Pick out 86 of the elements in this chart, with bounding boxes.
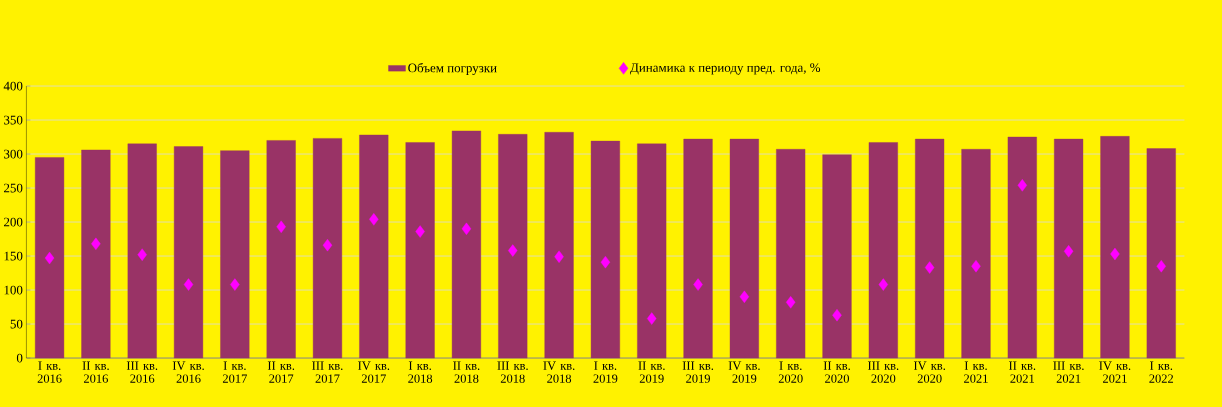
- point: [508, 244, 518, 257]
- point: [415, 225, 425, 238]
- x-tick-label: I кв. 2020: [778, 361, 803, 383]
- bar: [729, 138, 759, 359]
- x-tick-label: I кв. 2019: [593, 361, 618, 383]
- bar: [683, 138, 713, 359]
- bar: [1146, 148, 1176, 359]
- bar: [915, 138, 945, 359]
- legend-label: Объем погрузки: [408, 62, 497, 75]
- bar: [637, 143, 667, 359]
- point: [647, 312, 657, 325]
- bar: [776, 149, 806, 359]
- y-tick-label: 400: [3, 81, 23, 91]
- x-tick-label: II кв. 2017: [267, 361, 295, 383]
- x-tick-label: III кв. 2019: [682, 361, 714, 383]
- y-tick-label: 250: [4, 183, 23, 193]
- x-tick-label: I кв. 2016: [37, 361, 62, 383]
- y-tick-label: 0: [16, 353, 23, 363]
- x-tick-label: III кв. 2021: [1053, 361, 1084, 383]
- y-tick-label: 100: [4, 285, 23, 295]
- point: [832, 309, 842, 322]
- point: [693, 278, 703, 291]
- point: [276, 220, 286, 233]
- bar: [1100, 136, 1130, 359]
- x-tick-label: II кв. 2018: [453, 361, 480, 383]
- bar: [961, 149, 991, 359]
- x-tick-label: I кв. 2021: [964, 361, 988, 383]
- point: [1063, 245, 1074, 258]
- bar: [498, 134, 528, 359]
- point: [1156, 260, 1166, 273]
- y-tick-label: 350: [4, 115, 23, 125]
- x-tick-label: I кв. 2022: [1149, 361, 1174, 383]
- point: [230, 278, 240, 291]
- point: [1110, 247, 1120, 261]
- x-tick-label: II кв. 2016: [82, 361, 109, 383]
- y-tick-label: 50: [10, 319, 23, 329]
- y-tick-label: 300: [4, 149, 23, 159]
- x-tick-label: IV кв. 2021: [1099, 361, 1131, 383]
- point: [924, 261, 935, 274]
- bar: [359, 134, 389, 359]
- bar: [81, 149, 111, 359]
- x-tick-label: III кв. 2020: [867, 361, 899, 383]
- point: [369, 213, 379, 226]
- x-tick-label: II кв. 2019: [638, 361, 665, 383]
- point: [183, 278, 194, 291]
- bar: [35, 157, 65, 359]
- x-tick-label: II кв. 2020: [823, 361, 850, 383]
- bar: [405, 142, 435, 359]
- point: [44, 251, 55, 265]
- bar: [220, 150, 250, 359]
- x-tick-label: IV кв. 2016: [172, 361, 204, 383]
- x-tick-label: IV кв. 2017: [358, 361, 390, 383]
- y-tick-label: 150: [4, 251, 23, 261]
- bar: [173, 146, 204, 359]
- point: [322, 238, 333, 252]
- x-tick-label: I кв. 2018: [408, 361, 433, 383]
- y-tick-label: 200: [4, 217, 23, 227]
- bar: [1007, 136, 1037, 359]
- point: [1017, 179, 1027, 192]
- point: [91, 237, 101, 250]
- x-tick-label: IV кв. 2018: [543, 361, 575, 383]
- bar: [1054, 138, 1084, 359]
- bar: [822, 154, 852, 359]
- point: [554, 250, 564, 263]
- point: [137, 248, 147, 261]
- point: [878, 278, 889, 291]
- point: [971, 260, 981, 273]
- point: [739, 290, 750, 304]
- point: [785, 296, 796, 309]
- legend-label: Динамика к периоду пред. года, %: [630, 63, 821, 75]
- x-tick-label: III кв. 2018: [497, 361, 528, 383]
- x-tick-label: IV кв. 2019: [728, 361, 760, 383]
- bar: [127, 143, 157, 359]
- bar: [544, 132, 574, 359]
- point: [600, 255, 611, 269]
- bar: [868, 142, 898, 359]
- bar: [312, 138, 343, 359]
- x-tick-label: I кв. 2017: [222, 361, 247, 383]
- x-tick-label: III кв. 2017: [312, 361, 343, 383]
- x-tick-label: IV кв. 2020: [913, 361, 945, 383]
- x-tick-label: III кв. 2016: [126, 361, 158, 383]
- bar: [590, 140, 620, 359]
- x-tick-label: II кв. 2021: [1009, 361, 1036, 383]
- bar: [451, 130, 482, 359]
- point: [461, 222, 472, 236]
- bar: [266, 140, 296, 359]
